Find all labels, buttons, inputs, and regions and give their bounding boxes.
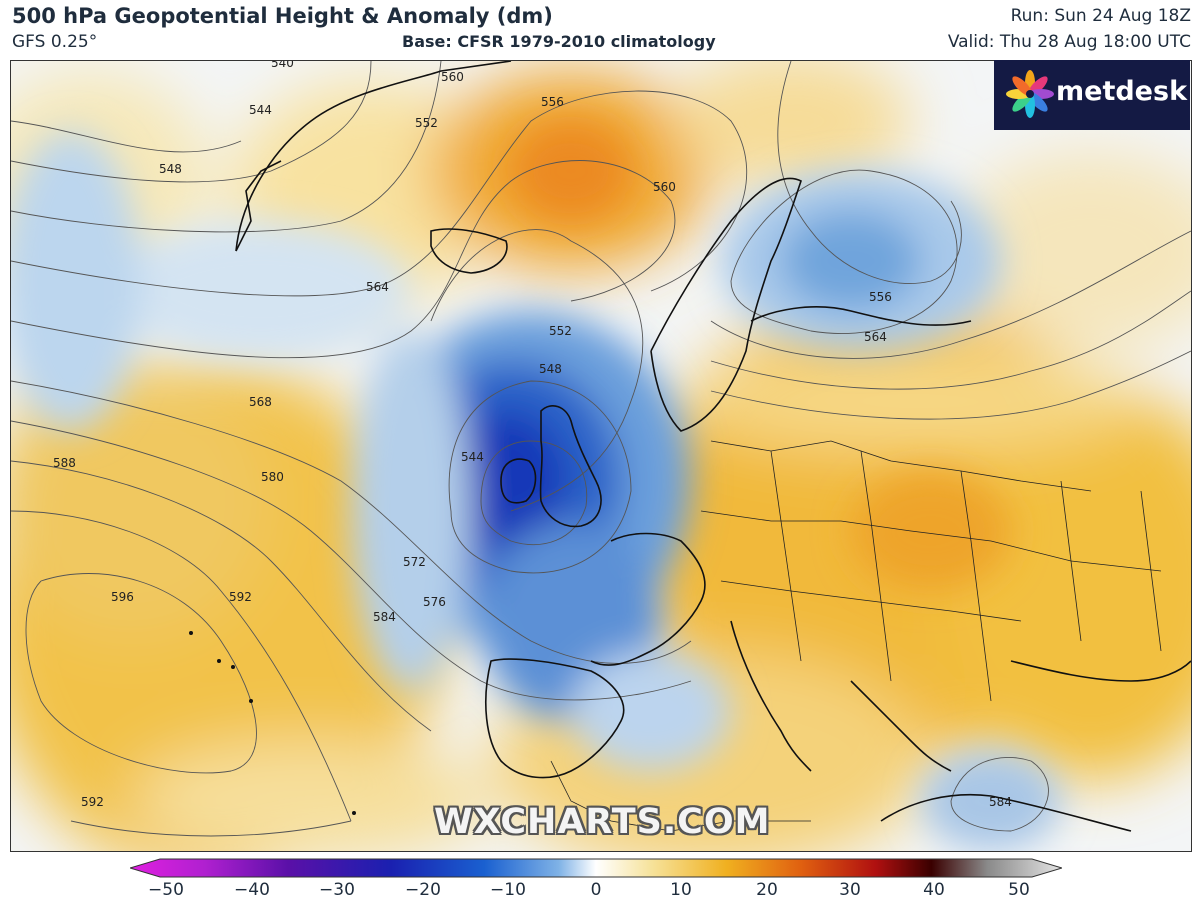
italy-coast <box>730 620 812 772</box>
contour-label: 548 <box>159 162 182 176</box>
contour-label: 544 <box>249 103 272 117</box>
azores-islands <box>189 631 356 815</box>
coastlines <box>235 61 1191 832</box>
colorbar-tick: 40 <box>923 880 945 900</box>
anomaly-map: 540 544 548 552 556 560 564 568 572 576 … <box>10 60 1192 852</box>
colorbar-tick: −50 <box>148 880 184 900</box>
colorbar-tick: 20 <box>756 880 778 900</box>
run-time-label: Run: Sun 24 Aug 18Z <box>1010 6 1191 26</box>
map-canvas: 540 544 548 552 556 560 564 568 572 576 … <box>11 61 1191 851</box>
contour-label: 560 <box>653 180 676 194</box>
contour-label: 564 <box>366 280 389 294</box>
contour-label-group: 540 544 548 552 556 560 564 568 572 576 … <box>53 61 1012 809</box>
colorbar-tick: −20 <box>405 880 441 900</box>
contour-label: 584 <box>373 610 396 624</box>
colorbar-tick: −30 <box>319 880 355 900</box>
iceland-coast <box>430 228 508 274</box>
greenland-coast <box>235 61 512 252</box>
contour-label: 596 <box>111 590 134 604</box>
anomaly-shading <box>11 61 1191 851</box>
contour-label: 556 <box>869 290 892 304</box>
balkans-coast <box>850 680 952 772</box>
baltic-coast <box>750 306 972 326</box>
colorbar-tick: 10 <box>670 880 692 900</box>
climatology-base-label: Base: CFSR 1979-2010 climatology <box>402 32 716 51</box>
chart-title: 500 hPa Geopotential Height & Anomaly (d… <box>12 4 553 28</box>
colorbar-tick: −40 <box>234 880 270 900</box>
colorbar-tick: 0 <box>590 880 602 900</box>
contour-label: 552 <box>415 116 438 130</box>
chart-header: 500 hPa Geopotential Height & Anomaly (d… <box>0 0 1201 60</box>
north-africa-coast <box>880 793 1132 832</box>
metdesk-flower-logo-icon <box>1006 70 1054 118</box>
contour-label: 540 <box>271 61 294 70</box>
negative-anomaly-shading <box>11 121 1061 851</box>
contour-label: 544 <box>461 450 484 464</box>
colorbar-tick: 50 <box>1008 880 1030 900</box>
france-coast <box>590 532 706 666</box>
greenland-south-coast <box>235 160 282 252</box>
colorbar-bar <box>130 858 1062 878</box>
great-britain-coast <box>539 405 602 528</box>
logo-text: metdesk <box>1056 76 1188 107</box>
colorbar <box>130 858 1062 878</box>
metdesk-logo[interactable]: metdesk <box>994 60 1190 130</box>
height-contours <box>11 61 1191 837</box>
contour-label: 592 <box>229 590 252 604</box>
contour-label: 568 <box>249 395 272 409</box>
black-sea-coast <box>1010 660 1191 682</box>
iberia-coast <box>485 658 625 779</box>
contour-label: 572 <box>403 555 426 569</box>
colorbar-tick: −10 <box>490 880 526 900</box>
colorbar-tick: 30 <box>839 880 861 900</box>
country-borders <box>550 440 1162 832</box>
contour-label: 576 <box>423 595 446 609</box>
contour-label: 552 <box>549 324 572 338</box>
contour-label: 564 <box>864 330 887 344</box>
contour-label: 592 <box>81 795 104 809</box>
contour-label: 548 <box>539 362 562 376</box>
scandinavia-coast <box>650 177 802 432</box>
valid-time-label: Valid: Thu 28 Aug 18:00 UTC <box>947 32 1191 52</box>
contour-label: 588 <box>53 456 76 470</box>
contour-label: 580 <box>261 470 284 484</box>
watermark: WXCHARTS.COM <box>434 802 771 842</box>
model-label: GFS 0.25° <box>12 32 98 52</box>
ireland-coast <box>500 458 537 504</box>
contour-label: 560 <box>441 70 464 84</box>
contour-label: 556 <box>541 95 564 109</box>
